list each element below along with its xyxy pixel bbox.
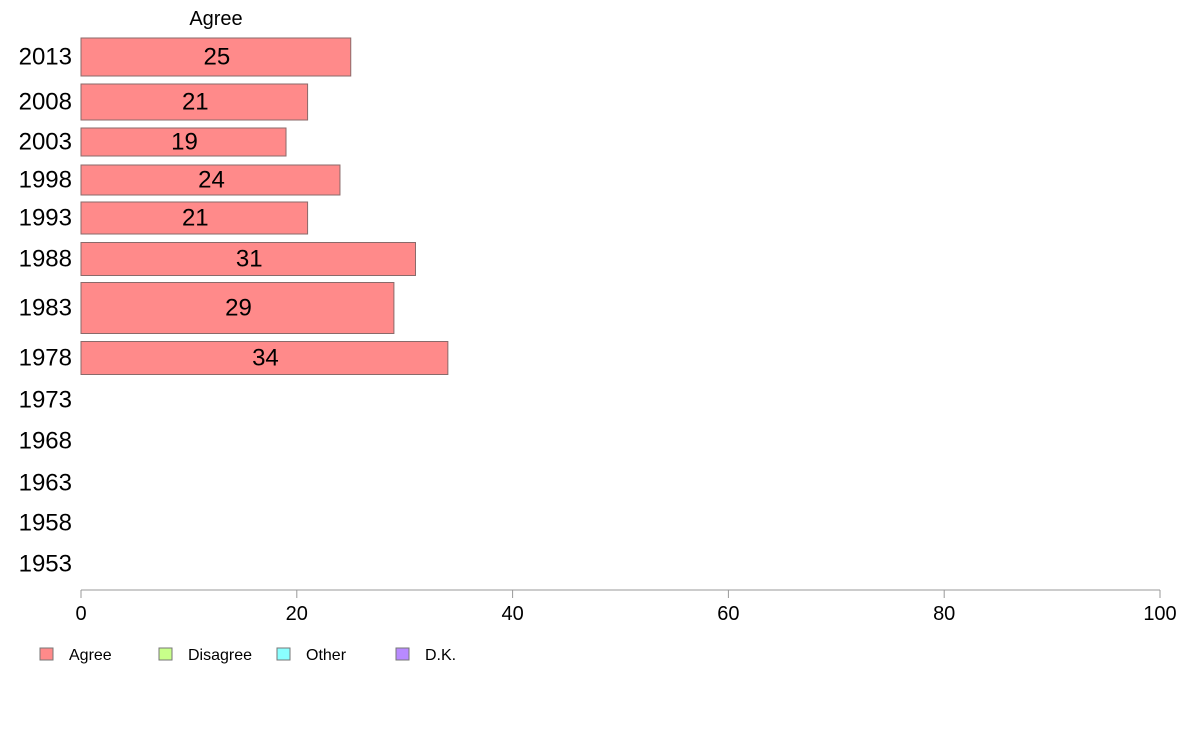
- legend: Agree Disagree Other D.K.: [39, 647, 456, 664]
- y-axis-label: 1978: [19, 345, 72, 372]
- bar-data-label: 21: [182, 89, 209, 116]
- bar-data-label: 31: [236, 246, 263, 273]
- bar-agree-2003: [80, 127, 287, 157]
- x-tick-label: 100: [1143, 603, 1176, 625]
- legend-swatch-other: [276, 647, 291, 661]
- y-axis-label: 1983: [19, 295, 72, 322]
- legend-swatch-dk: [395, 647, 410, 661]
- x-tick-label: 20: [286, 603, 308, 625]
- y-axis-label: 2013: [19, 44, 72, 71]
- bar-agree-2013: [80, 37, 352, 77]
- x-tick-label: 0: [75, 603, 86, 625]
- y-axis-label: 1993: [19, 205, 72, 232]
- x-tick-label: 60: [717, 603, 739, 625]
- bar-data-label: 25: [204, 44, 231, 71]
- bar-agree-2008: [80, 83, 309, 121]
- y-axis-label: 1958: [19, 510, 72, 537]
- bar-agree-1988: [80, 242, 416, 276]
- bar-data-label: 34: [252, 345, 279, 372]
- y-axis-label: 1988: [19, 246, 72, 273]
- bar-agree-1983: [80, 282, 395, 334]
- x-tick-label: 40: [501, 603, 523, 625]
- y-axis-label: 1963: [19, 470, 72, 497]
- x-tick-label: 80: [933, 603, 955, 625]
- bar-data-label: 21: [182, 205, 209, 232]
- y-axis-label: 1968: [19, 428, 72, 455]
- y-axis-label: 1998: [19, 167, 72, 194]
- legend-label: Other: [306, 647, 347, 664]
- legend-label: Disagree: [188, 647, 252, 664]
- bar-agree-1993: [80, 201, 309, 235]
- bar-data-label: 24: [198, 167, 225, 194]
- bar-data-label: 19: [171, 129, 198, 156]
- bar-data-label: 29: [225, 295, 252, 322]
- y-axis-label: 1973: [19, 387, 72, 414]
- x-axis: 0 20 40 60 80 100: [75, 589, 1177, 625]
- y-axis-label: 1953: [19, 551, 72, 578]
- legend-swatch-agree: [39, 647, 54, 661]
- y-axis-label: 2003: [19, 129, 72, 156]
- y-axis-labels: 2013 2008 2003 1998 1993 1988 1983 1978 1973 1968…: [19, 44, 72, 578]
- y-axis-label: 2008: [19, 89, 72, 116]
- bar-agree-1978: [80, 341, 449, 375]
- legend-label: D.K.: [425, 647, 456, 664]
- legend-label: Agree: [69, 647, 112, 664]
- bar-agree-1998: [80, 164, 341, 196]
- legend-swatch-disagree: [158, 647, 173, 661]
- series-header: Agree: [189, 8, 242, 30]
